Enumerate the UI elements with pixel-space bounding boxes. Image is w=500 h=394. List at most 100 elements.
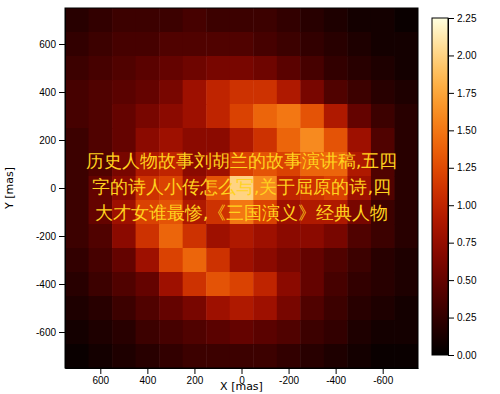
heatmap-cell	[277, 224, 301, 249]
tick: 200	[39, 135, 65, 146]
heatmap-cell	[371, 296, 395, 321]
heatmap-cell	[394, 272, 418, 297]
tick-label: 0.25	[457, 312, 477, 323]
tick: -400	[36, 279, 65, 290]
axis-line	[448, 19, 449, 356]
heatmap-cell	[159, 320, 183, 345]
tick-mark	[59, 284, 65, 285]
heatmap-cell	[300, 320, 324, 345]
heatmap-cell	[371, 56, 395, 81]
heatmap-cell	[277, 296, 301, 321]
heatmap-cell	[136, 32, 160, 57]
heatmap-cell	[324, 128, 348, 153]
heatmap-cell	[206, 248, 230, 273]
heatmap-cell	[277, 8, 301, 33]
heatmap-cell	[65, 248, 89, 273]
heatmap-cell	[230, 128, 254, 153]
heatmap-cell	[183, 128, 207, 153]
heatmap-cell	[324, 80, 348, 105]
tick-mark	[448, 205, 454, 206]
tick: -200	[279, 368, 299, 386]
tick-label: -600	[36, 327, 56, 338]
heatmap-cell	[159, 128, 183, 153]
heatmap-cell	[253, 80, 277, 105]
tick: 200	[187, 368, 204, 386]
tick-mark	[383, 368, 384, 374]
heatmap-cell	[206, 296, 230, 321]
heatmap-cell	[371, 224, 395, 249]
heatmap-cell	[300, 224, 324, 249]
heatmap-cell	[300, 296, 324, 321]
heatmap-cell	[230, 320, 254, 345]
heatmap-cell	[394, 128, 418, 153]
heatmap-cell	[230, 32, 254, 57]
heatmap-cell	[347, 128, 371, 153]
heatmap-cell	[136, 248, 160, 273]
tick: 0	[50, 183, 65, 194]
heatmap-cell	[65, 80, 89, 105]
heatmap-cell	[394, 296, 418, 321]
heatmap-cell	[65, 344, 89, 368]
tick: 600	[92, 368, 109, 386]
tick-mark	[448, 168, 454, 169]
tick-mark	[59, 236, 65, 237]
tick-label: 600	[92, 375, 109, 386]
tick-mark	[59, 140, 65, 141]
heatmap-cell	[347, 8, 371, 33]
tick-label: 400	[39, 87, 56, 98]
heatmap-cell	[65, 104, 89, 129]
heatmap-cell	[300, 104, 324, 129]
heatmap-cell	[324, 56, 348, 81]
tick: -600	[36, 327, 65, 338]
tick: 600	[39, 39, 65, 50]
heatmap-cell	[159, 296, 183, 321]
heatmap-cell	[112, 56, 136, 81]
heatmap-cell	[136, 128, 160, 153]
heatmap-cell	[206, 344, 230, 368]
heatmap-cell	[300, 272, 324, 297]
heatmap-cell	[347, 248, 371, 273]
heatmap-cell	[253, 248, 277, 273]
tick-mark	[448, 18, 454, 19]
tick-label: 200	[187, 375, 204, 386]
heatmap-cell	[394, 344, 418, 368]
heatmap-cell	[394, 80, 418, 105]
heatmap-cell	[183, 344, 207, 368]
heatmap-cell	[300, 8, 324, 33]
heatmap-cell	[89, 296, 113, 321]
tick-mark	[448, 243, 454, 244]
heatmap-cell	[394, 248, 418, 273]
heatmap-cell	[89, 80, 113, 105]
heatmap-cell	[230, 104, 254, 129]
heatmap-cell	[324, 224, 348, 249]
tick: 2.25	[448, 13, 477, 24]
tick-mark	[336, 368, 337, 374]
tick: 2.00	[448, 50, 477, 61]
heatmap-cell	[394, 152, 418, 177]
heatmap-cell	[324, 248, 348, 273]
heatmap-cell	[394, 56, 418, 81]
heatmap-cell	[277, 56, 301, 81]
tick-mark	[59, 92, 65, 93]
heatmap-cell	[300, 344, 324, 368]
tick-mark	[242, 368, 243, 374]
heatmap-cell	[89, 104, 113, 129]
heatmap-cell	[65, 128, 89, 153]
tick-mark	[448, 130, 454, 131]
heatmap-cell	[230, 80, 254, 105]
heatmap-cell	[394, 8, 418, 33]
heatmap-cell	[300, 80, 324, 105]
axis-line	[65, 9, 66, 369]
heatmap-cell	[136, 320, 160, 345]
heatmap-cell	[136, 224, 160, 249]
heatmap-cell	[159, 104, 183, 129]
heatmap-cell	[347, 104, 371, 129]
tick: -200	[36, 231, 65, 242]
tick-label: -400	[36, 279, 56, 290]
tick-label: 0.50	[457, 275, 477, 286]
heatmap-cell	[347, 32, 371, 57]
heatmap-cell	[65, 8, 89, 33]
heatmap-cell	[206, 56, 230, 81]
heatmap-cell	[394, 32, 418, 57]
heatmap-cell	[183, 248, 207, 273]
